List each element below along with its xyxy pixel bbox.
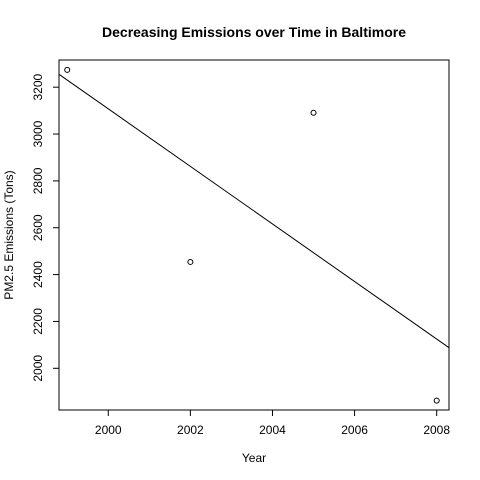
y-tick-label: 2800 <box>31 167 45 194</box>
y-tick-label: 3000 <box>31 120 45 147</box>
trend-line <box>58 73 450 349</box>
x-axis: 2000 2002 2004 2006 2008 <box>95 409 450 437</box>
data-point <box>187 258 194 265</box>
data-point <box>310 109 317 116</box>
x-tick-label: 2008 <box>423 423 450 437</box>
data-series <box>58 66 450 404</box>
x-tick-label: 2004 <box>259 423 286 437</box>
plot-area <box>58 59 450 411</box>
x-tick-label: 2000 <box>95 423 122 437</box>
y-tick-label: 2000 <box>31 355 45 382</box>
y-axis-label: PM2.5 Emissions (Tons) <box>2 170 16 299</box>
y-tick-label: 2200 <box>31 308 45 335</box>
data-point <box>64 66 71 73</box>
x-axis-label: Year <box>242 451 266 465</box>
y-tick-label: 2600 <box>31 214 45 241</box>
y-tick-label: 2400 <box>31 261 45 288</box>
data-point <box>433 397 440 404</box>
x-tick-label: 2002 <box>177 423 204 437</box>
chart-title: Decreasing Emissions over Time in Baltim… <box>102 24 406 40</box>
plot-frame <box>58 59 450 411</box>
y-axis: 2000 2200 2400 2600 2800 3000 3200 <box>31 74 60 382</box>
x-tick-label: 2006 <box>341 423 368 437</box>
y-tick-label: 3200 <box>31 74 45 101</box>
